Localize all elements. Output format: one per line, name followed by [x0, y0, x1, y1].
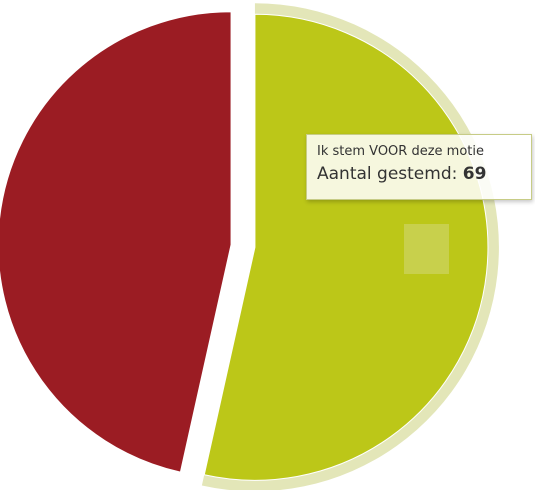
tooltip-value-label: Aantal gestemd:: [317, 164, 458, 184]
tooltip-title: Ik stem VOOR deze motie: [317, 144, 484, 159]
tooltip-value-line: Aantal gestemd: 69: [317, 163, 521, 185]
hover-marker: [404, 224, 449, 274]
tooltip-value: 69: [462, 164, 487, 184]
pie-slices: [0, 11, 489, 481]
pie-slice-1[interactable]: [0, 11, 232, 473]
chart-tooltip: Ik stem VOOR deze motie Aantal gestemd: …: [306, 134, 532, 200]
pie-slice-0[interactable]: [203, 13, 489, 481]
